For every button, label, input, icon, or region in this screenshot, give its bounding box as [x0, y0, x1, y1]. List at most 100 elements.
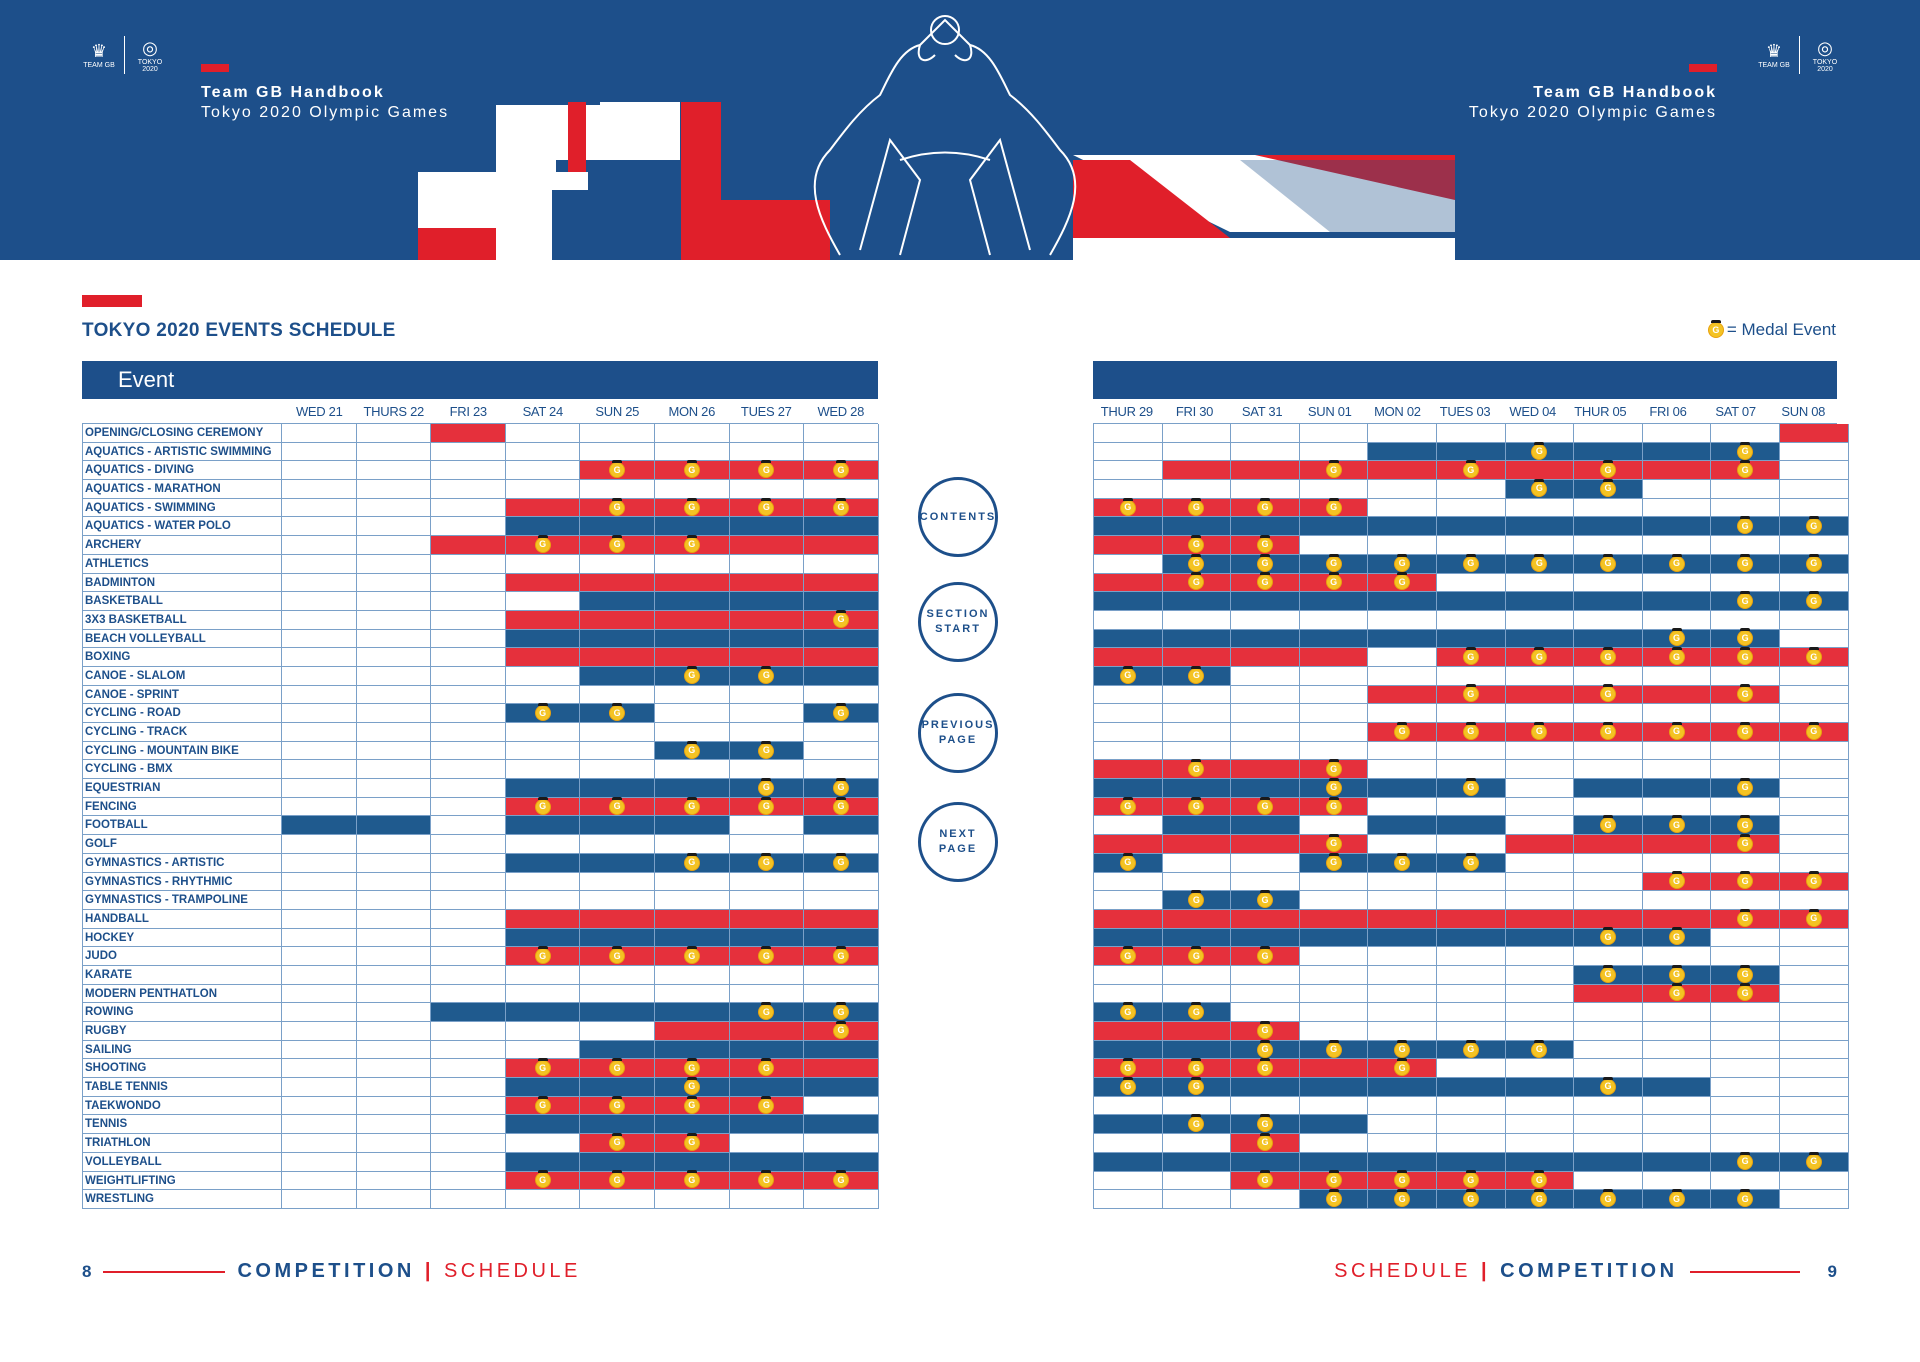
schedule-cell: G: [1711, 833, 1780, 854]
schedule-cell: [282, 1078, 357, 1097]
medal-icon: G: [1738, 908, 1753, 926]
medal-icon: G: [1189, 796, 1204, 814]
schedule-cell: G: [1094, 796, 1163, 817]
schedule-cell: [505, 629, 581, 649]
schedule-cell: [729, 1190, 805, 1209]
schedule-cell: [1162, 1152, 1232, 1172]
medal-icon: G: [833, 497, 848, 515]
schedule-cell: G: [1711, 815, 1780, 836]
medal-icon: G: [610, 946, 625, 964]
schedule-cell: G: [580, 703, 655, 723]
schedule-cell: [1574, 704, 1643, 723]
medal-icon: G: [833, 946, 848, 964]
medal-icon: G: [1738, 628, 1753, 646]
schedule-cell: [1505, 1134, 1575, 1153]
table-row: CANOE - SPRINT: [83, 685, 879, 705]
event-name: HOCKEY: [83, 928, 282, 948]
schedule-cell: [1299, 965, 1369, 985]
schedule-cell: [1162, 909, 1232, 929]
medal-icon: G: [1395, 852, 1410, 870]
schedule-cell: [1299, 1078, 1369, 1097]
schedule-cell: [654, 1003, 730, 1022]
medal-icon: G: [1463, 553, 1478, 571]
table-row: G: [1094, 1020, 1849, 1041]
medal-icon: G: [1738, 460, 1753, 478]
medal-icon: G: [1738, 516, 1753, 534]
schedule-cell: [1368, 1115, 1437, 1135]
medal-icon: G: [1189, 946, 1204, 964]
schedule-cell: G: [729, 1170, 805, 1191]
medal-icon: G: [1257, 1058, 1272, 1076]
schedule-cell: G: [1094, 497, 1163, 518]
table-row: [1094, 741, 1849, 761]
schedule-cell: [1231, 984, 1300, 1004]
schedule-cell: G: [1779, 1151, 1849, 1172]
table-row: 3X3 BASKETBALL G: [83, 609, 879, 630]
schedule-cell: [356, 592, 432, 611]
schedule-cell: [1231, 517, 1300, 537]
schedule-cell: [1162, 816, 1232, 836]
schedule-cell: [1094, 891, 1163, 910]
schedule-cell: [1642, 891, 1712, 910]
schedule-cell: [729, 1115, 805, 1135]
schedule-cell: [282, 610, 357, 630]
schedule-cell: G: [1094, 1058, 1163, 1079]
schedule-cell: [1505, 1059, 1575, 1079]
schedule-cell: [580, 685, 655, 705]
medal-icon: G: [833, 852, 848, 870]
schedule-cell: [356, 461, 432, 481]
schedule-cell: G: [729, 460, 805, 481]
medal-icon: G: [610, 1095, 625, 1113]
medal-icon: G: [1326, 1170, 1341, 1188]
schedule-cell: G: [580, 497, 655, 518]
schedule-cell: [804, 816, 879, 836]
schedule-cell: [356, 723, 432, 742]
medal-icon: G: [1463, 684, 1478, 702]
schedule-cell: [1094, 1134, 1163, 1153]
schedule-cell: [1299, 685, 1369, 705]
schedule-cell: [1642, 424, 1712, 443]
schedule-cell: [431, 872, 506, 892]
schedule-cell: [1711, 947, 1780, 966]
schedule-cell: G: [505, 946, 581, 966]
medal-icon: G: [1806, 647, 1821, 665]
schedule-cell: G: [1779, 871, 1849, 892]
schedule-cell: G: [1642, 871, 1712, 892]
event-name: VOLLEYBALL: [83, 1152, 282, 1172]
schedule-cell: [1231, 685, 1300, 705]
medal-icon: G: [1120, 1076, 1135, 1094]
schedule-cell: [804, 592, 879, 611]
schedule-cell: [580, 629, 655, 649]
schedule-cell: [654, 685, 730, 705]
schedule-cell: G: [729, 740, 805, 761]
medal-icon: G: [1669, 964, 1684, 982]
contents-button[interactable]: CONTENTS: [918, 477, 998, 557]
previous-page-button[interactable]: PREVIOUS PAGE: [918, 693, 998, 773]
schedule-cell: [1574, 835, 1643, 854]
schedule-cell: G: [729, 497, 805, 518]
schedule-cell: [1436, 760, 1506, 780]
schedule-cell: [729, 610, 805, 630]
schedule-cell: [356, 816, 432, 836]
schedule-cell: [1094, 573, 1163, 593]
schedule-cell: [282, 779, 357, 798]
next-page-button[interactable]: NEXT PAGE: [918, 802, 998, 882]
schedule-cell: G: [654, 796, 730, 817]
schedule-cell: [282, 797, 357, 817]
schedule-cell: [1779, 891, 1849, 910]
schedule-cell: [804, 909, 879, 929]
section-start-button[interactable]: SECTION START: [918, 582, 998, 662]
schedule-cell: G: [505, 1170, 581, 1191]
medal-icon: G: [1532, 441, 1547, 459]
medal-icon: G: [610, 497, 625, 515]
schedule-cell: [1162, 648, 1232, 667]
schedule-cell: [1642, 947, 1712, 966]
schedule-cell: [1162, 592, 1232, 611]
schedule-cell: [1779, 816, 1849, 836]
schedule-cell: G: [1711, 1189, 1780, 1209]
schedule-cell: G: [1299, 460, 1369, 481]
schedule-cell: [1574, 498, 1643, 518]
medal-icon: G: [1326, 759, 1341, 777]
medal-icon: G: [1463, 777, 1478, 795]
